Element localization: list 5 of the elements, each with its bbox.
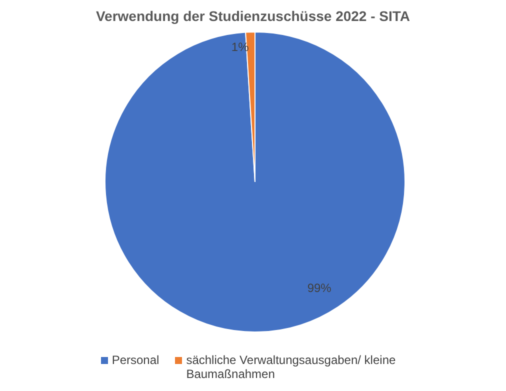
- data-label: 99%: [307, 280, 332, 295]
- pie-slice: [104, 32, 406, 332]
- legend-label: Personal: [112, 353, 160, 367]
- chart-title: Verwendung der Studienzuschüsse 2022 - SITA: [94, 8, 412, 26]
- legend-label: sächliche Verwaltungsausgaben/ kleine Baumaßnahmen: [186, 353, 397, 381]
